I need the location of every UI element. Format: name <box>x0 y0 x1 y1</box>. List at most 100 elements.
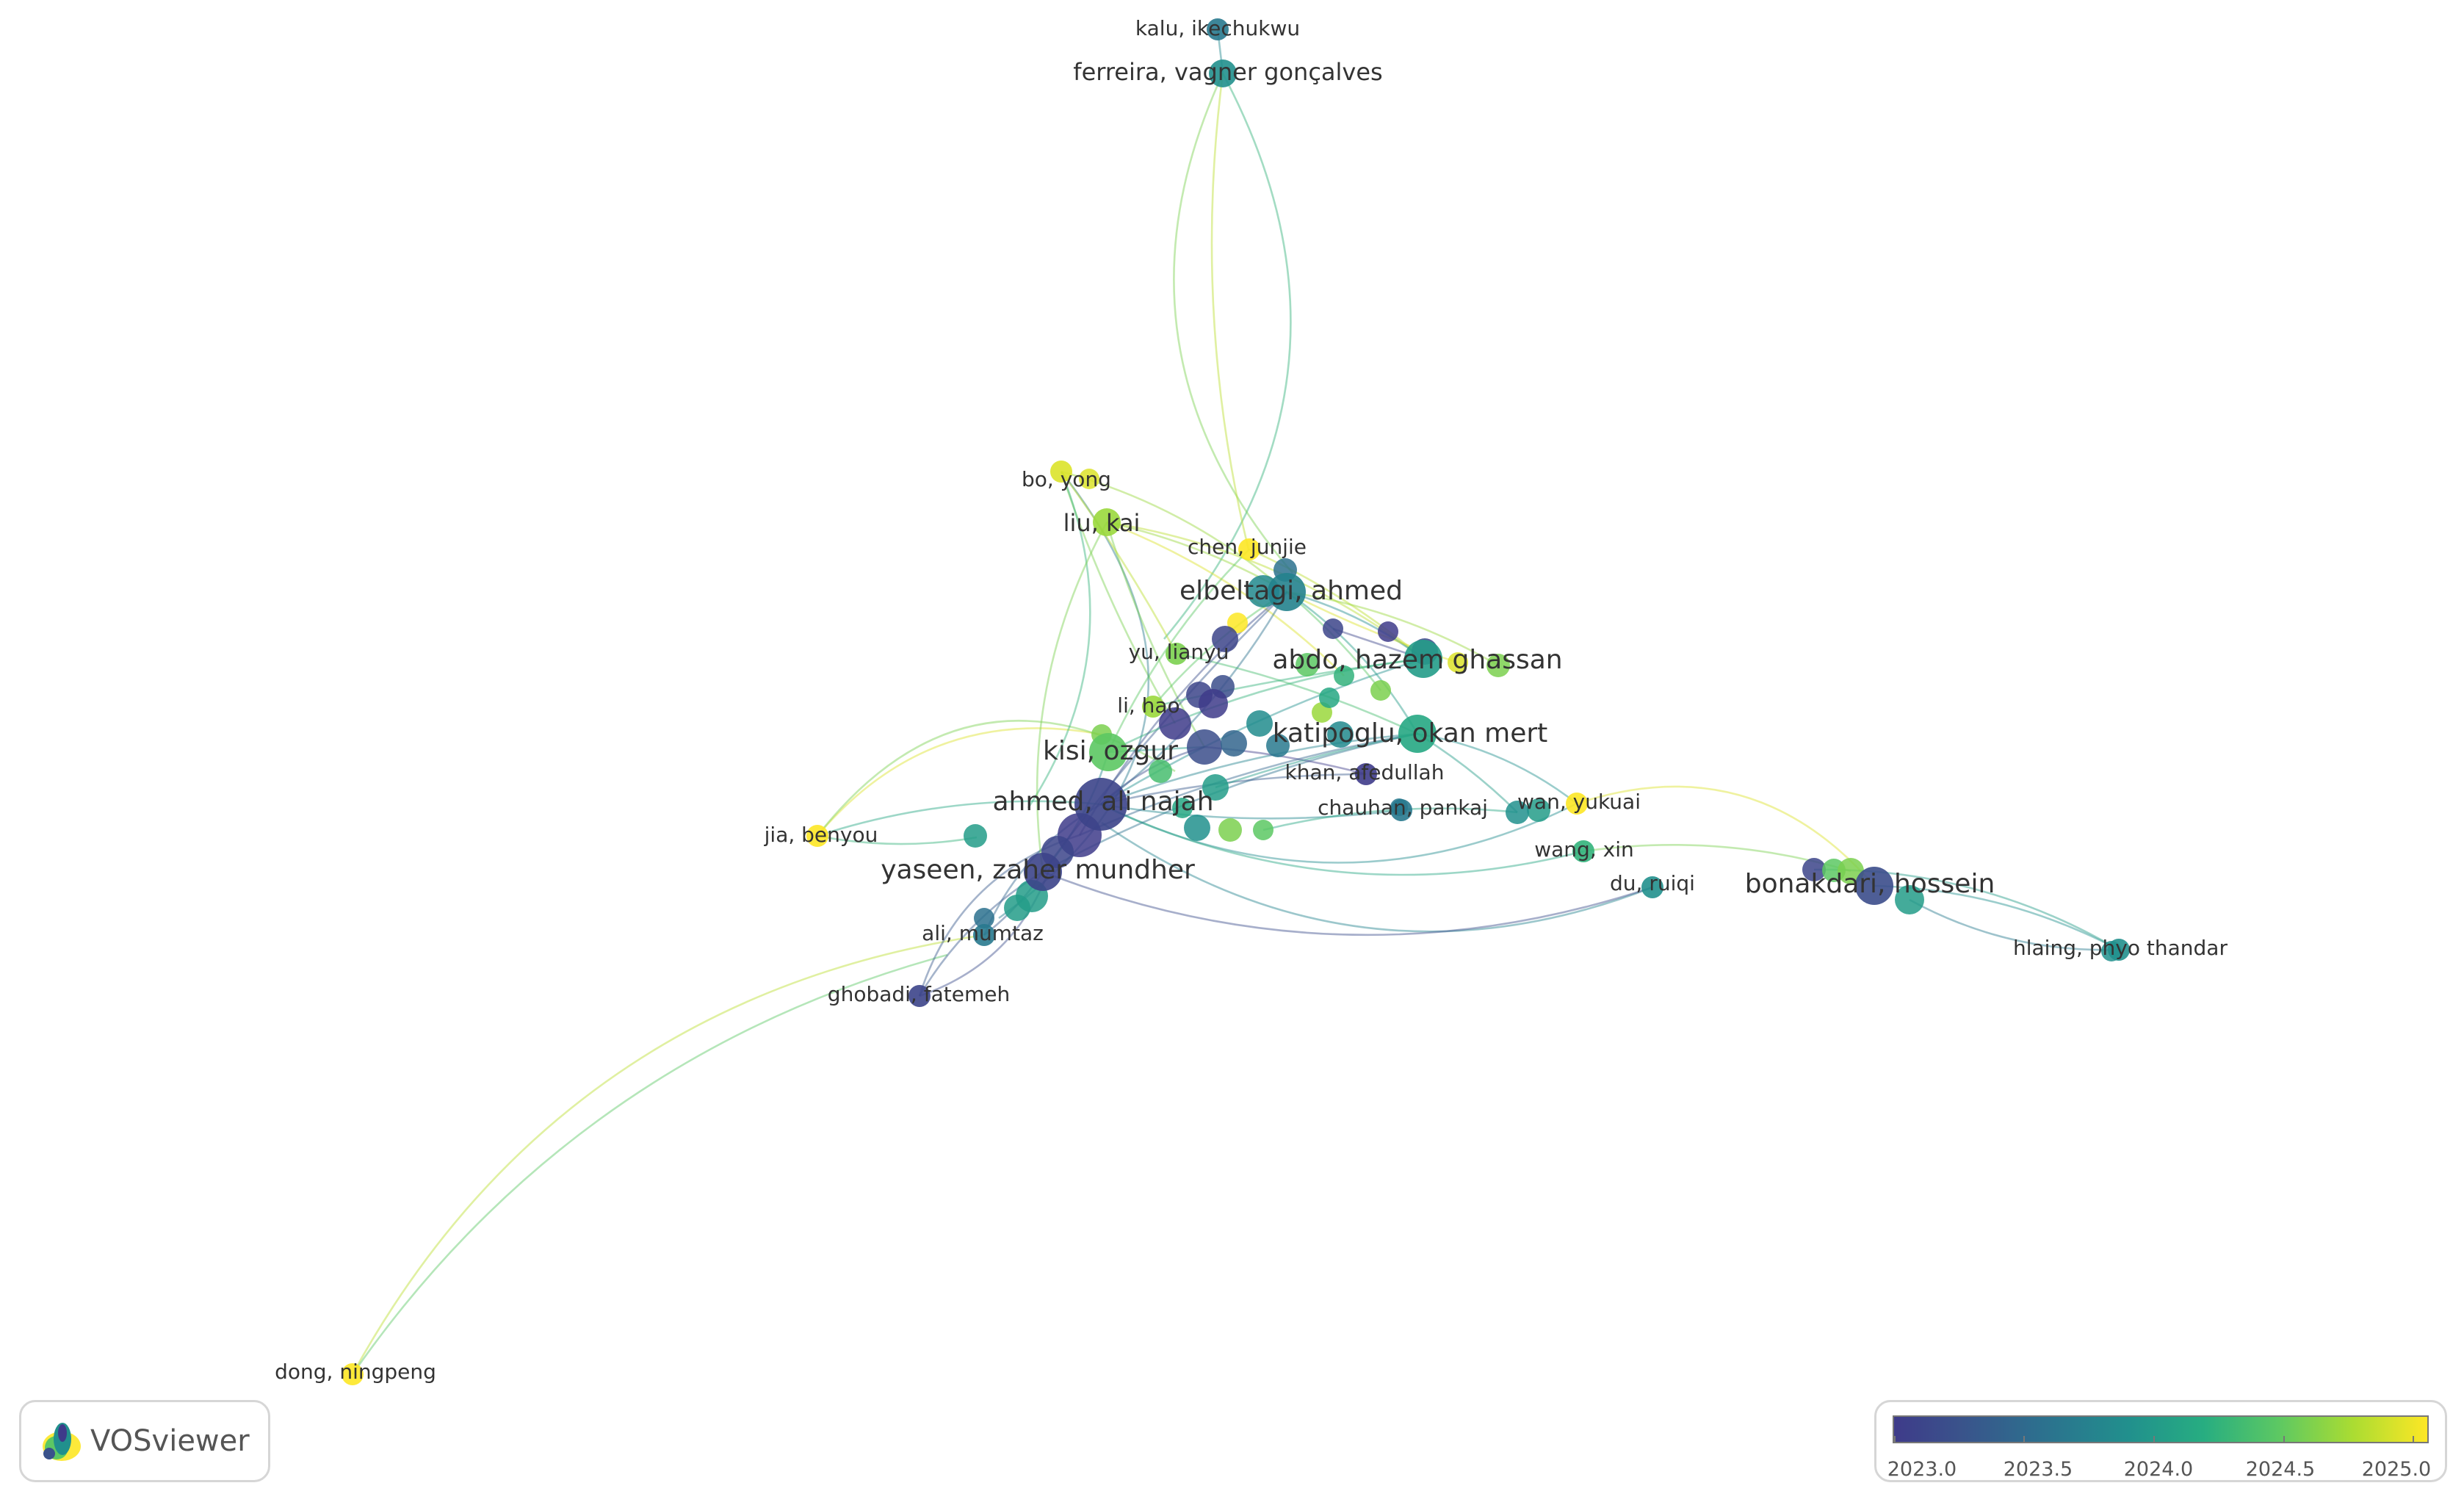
author-node[interactable] <box>1895 885 1924 914</box>
author-node[interactable] <box>1221 730 1247 757</box>
author-node[interactable] <box>1327 721 1354 748</box>
author-node-circle[interactable] <box>1142 696 1164 718</box>
author-node-kalu[interactable]: kalu, ikechukwu <box>1135 16 1300 40</box>
author-node-liu[interactable]: liu, kai <box>1063 508 1141 537</box>
author-node-circle[interactable] <box>1207 18 1229 40</box>
co-authorship-link <box>817 834 978 845</box>
author-node-yu[interactable]: yu, lianyu <box>1129 640 1229 665</box>
author-node[interactable] <box>1199 689 1228 718</box>
author-node[interactable] <box>1370 680 1391 701</box>
author-node-bonakdari[interactable]: bonakdari, hossein <box>1745 867 1995 905</box>
author-node[interactable] <box>1184 815 1210 841</box>
author-node[interactable] <box>1378 621 1398 642</box>
author-node[interactable] <box>1506 801 1529 824</box>
author-node[interactable] <box>1004 895 1030 921</box>
legend-tick-mark <box>2413 1436 2414 1443</box>
network-links <box>351 29 2120 1375</box>
author-node-circle[interactable] <box>1166 643 1188 665</box>
author-node-circle[interactable] <box>1641 876 1663 898</box>
author-node-circle[interactable] <box>1050 461 1072 483</box>
author-node-dong[interactable]: dong, ningpeng <box>275 1360 436 1385</box>
author-node[interactable] <box>1149 759 1172 783</box>
author-node-yaseen[interactable]: yaseen, zaher mundher <box>881 853 1195 891</box>
author-node-wang[interactable]: wang, xin <box>1534 837 1634 862</box>
author-node-circle[interactable] <box>342 1363 364 1385</box>
author-node[interactable] <box>1448 652 1468 673</box>
author-node-circle[interactable] <box>1238 538 1260 560</box>
author-node[interactable] <box>1079 469 1099 489</box>
author-node-circle[interactable] <box>973 924 995 946</box>
author-node-khan[interactable]: khan, afedullah <box>1285 760 1445 785</box>
author-node-du[interactable]: du, ruiqi <box>1610 871 1695 898</box>
author-label: ghobadi, fatemeh <box>828 982 1010 1006</box>
author-node[interactable] <box>1159 707 1191 740</box>
author-node-circle[interactable] <box>1268 573 1306 611</box>
author-node[interactable] <box>1253 820 1273 840</box>
author-node[interactable] <box>1296 653 1319 676</box>
author-node-circle[interactable] <box>1089 733 1127 771</box>
author-node-circle[interactable] <box>1074 778 1127 831</box>
co-authorship-link <box>1027 471 1091 809</box>
author-label: hlaing, phyo thandar <box>2013 936 2228 960</box>
author-node-jia[interactable]: jia, benyou <box>764 823 878 847</box>
author-label: jia, benyou <box>764 823 878 847</box>
author-node[interactable] <box>1218 818 1242 842</box>
author-node-circle[interactable] <box>1572 840 1594 862</box>
author-node[interactable] <box>1802 858 1826 881</box>
co-authorship-link <box>1176 652 1418 735</box>
author-node[interactable] <box>1334 665 1354 686</box>
author-node[interactable] <box>1212 626 1238 652</box>
author-label: kalu, ikechukwu <box>1135 16 1300 40</box>
legend-tick-label: 2024.5 <box>2245 1458 2316 1481</box>
co-authorship-link <box>351 934 985 1375</box>
author-node[interactable] <box>1323 618 1343 639</box>
author-node-circle[interactable] <box>1390 799 1412 821</box>
author-node-abdo[interactable]: abdo, hazem ghassan <box>1272 640 1563 678</box>
author-node-ali[interactable]: ali, mumtaz <box>922 921 1044 946</box>
author-node-circle[interactable] <box>1024 853 1062 891</box>
author-node[interactable] <box>1527 798 1550 822</box>
author-node[interactable] <box>1172 798 1193 818</box>
author-label: yu, lianyu <box>1129 640 1229 664</box>
author-node-circle[interactable] <box>908 985 931 1007</box>
author-node-chen[interactable]: chen, junjie <box>1188 535 1307 560</box>
author-node-elbeltagi[interactable]: elbeltagi, ahmed <box>1179 573 1403 611</box>
author-node-circle[interactable] <box>1855 867 1893 905</box>
author-node-chauhan[interactable]: chauhan, pankaj <box>1318 795 1488 821</box>
author-node-circle[interactable] <box>2108 939 2130 961</box>
author-node-circle[interactable] <box>1093 508 1121 536</box>
author-node[interactable] <box>964 824 987 848</box>
author-node[interactable] <box>1227 613 1248 633</box>
author-node-wan[interactable]: wan, yukuai <box>1517 790 1641 815</box>
author-node-circle[interactable] <box>1566 793 1588 815</box>
co-authorship-link <box>1106 521 1345 676</box>
author-node-circle[interactable] <box>1398 715 1437 753</box>
author-node-kisi[interactable]: kisi, ozgur <box>1043 733 1178 771</box>
co-authorship-link <box>1100 732 1418 806</box>
author-node-circle[interactable] <box>1404 640 1442 678</box>
legend-tick-mark <box>2283 1436 2285 1443</box>
co-authorship-link <box>1100 803 1402 820</box>
author-node[interactable] <box>1202 774 1229 801</box>
author-node-circle[interactable] <box>806 825 828 847</box>
author-node-ghobadi[interactable]: ghobadi, fatemeh <box>828 982 1010 1007</box>
co-authorship-link <box>1576 785 1875 887</box>
author-node[interactable] <box>1319 687 1340 708</box>
author-node-bo[interactable]: bo, yong <box>1022 461 1111 491</box>
author-label: wan, yukuai <box>1517 790 1641 814</box>
author-node[interactable] <box>1486 654 1510 677</box>
author-node[interactable] <box>1246 710 1273 737</box>
author-node[interactable] <box>1187 729 1222 765</box>
author-node-circle[interactable] <box>1355 763 1377 785</box>
author-node-katipoglu[interactable]: katipoglu, okan mert <box>1273 715 1548 753</box>
co-authorship-link <box>1286 591 1382 691</box>
author-node-hlaing[interactable]: hlaing, phyo thandar <box>2013 936 2228 961</box>
author-node-circle[interactable] <box>1209 59 1237 87</box>
author-node-ferreira[interactable]: ferreira, vagner gonçalves <box>1073 58 1383 87</box>
author-node[interactable] <box>974 908 994 928</box>
author-node[interactable] <box>1266 734 1290 757</box>
author-label: yaseen, zaher mundher <box>881 855 1195 885</box>
author-node-lihao[interactable]: li, hao <box>1117 693 1180 718</box>
author-node-ahmed[interactable]: ahmed, ali najah <box>992 778 1214 831</box>
